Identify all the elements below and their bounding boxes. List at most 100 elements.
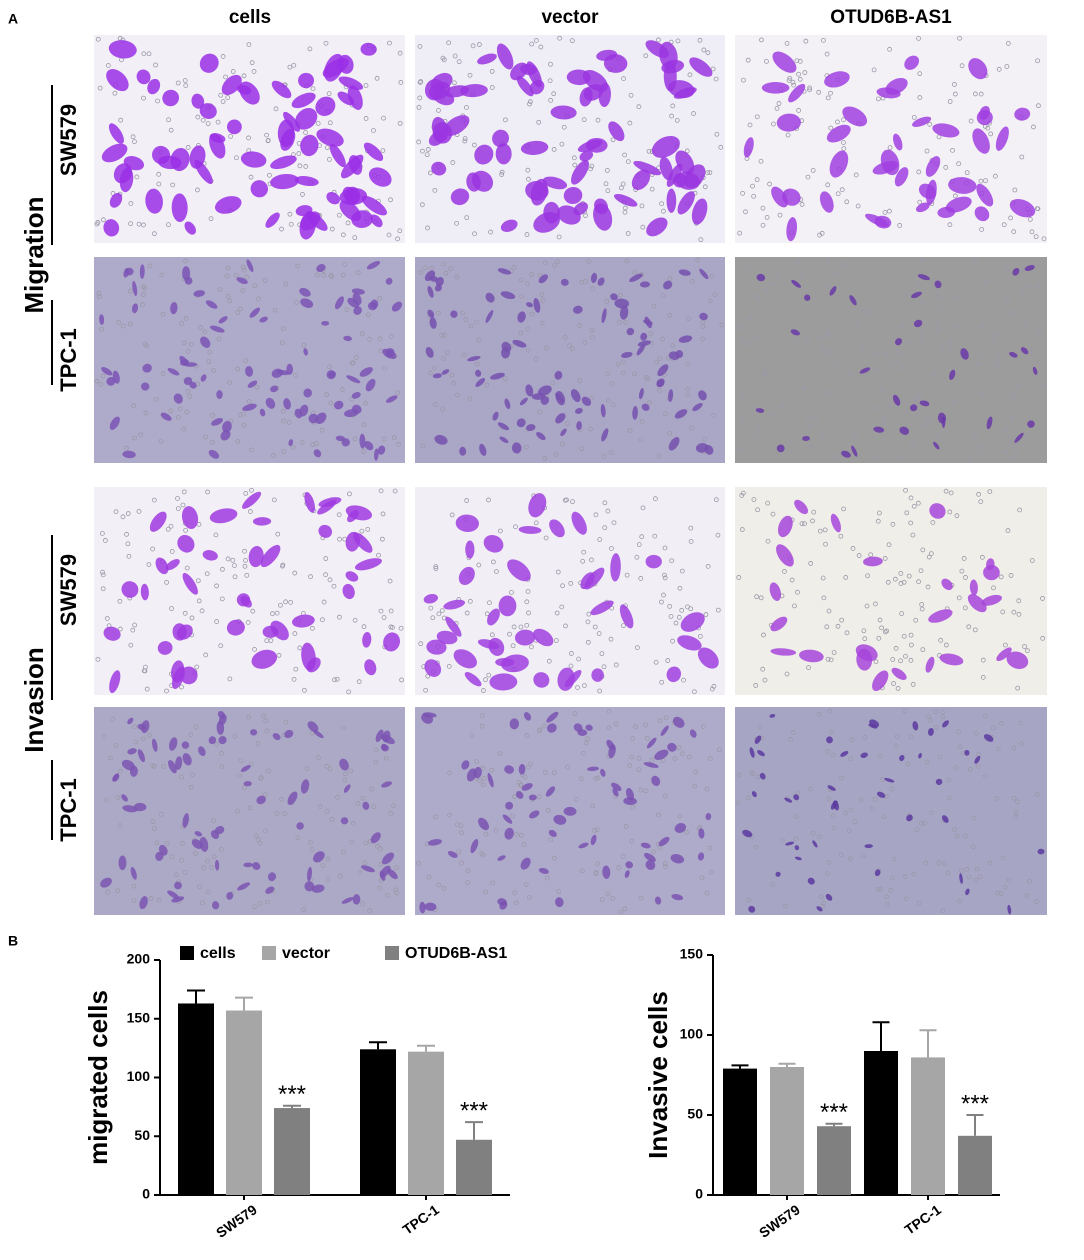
micrograph-dot: [951, 400, 957, 405]
micrograph-dot: [615, 361, 621, 367]
micrograph-dot: [796, 108, 802, 113]
micrograph-cell: [236, 277, 248, 284]
micrograph-dot: [617, 320, 622, 325]
micrograph-dot: [620, 854, 626, 859]
micrograph-dot: [216, 336, 222, 342]
micrograph-cell: [108, 40, 137, 59]
micrograph-cell: [246, 259, 254, 272]
micrograph-dot: [146, 51, 152, 57]
micrograph-dot: [529, 41, 535, 47]
micrograph-dot: [197, 884, 203, 890]
micrograph-dot: [418, 270, 424, 275]
micrograph-dot: [194, 664, 200, 670]
micrograph-dot: [919, 606, 925, 612]
micrograph-dot: [852, 819, 858, 824]
micrograph-dot: [1004, 64, 1010, 69]
micrograph-cell: [364, 441, 374, 451]
micrograph-dot: [910, 532, 916, 538]
micrograph-dot: [182, 869, 188, 875]
micrograph-cell: [585, 724, 593, 731]
micrograph-dot: [250, 608, 256, 614]
micrograph-dot: [1019, 741, 1024, 747]
micrograph-dot: [525, 167, 531, 173]
micrograph-dot: [1017, 507, 1023, 513]
group-label: Migration: [19, 197, 49, 314]
micrograph: [94, 707, 405, 915]
micrograph-dot: [1003, 449, 1008, 455]
micrograph-dot: [249, 487, 254, 493]
micrograph-dot: [164, 579, 170, 585]
micrograph-dot: [440, 356, 446, 361]
micrograph-cell: [911, 291, 922, 299]
micrograph-cell: [516, 75, 534, 97]
micrograph-dot: [125, 541, 131, 547]
micrograph-dot: [325, 877, 331, 883]
micrograph-dot: [160, 311, 166, 317]
micrograph-cell: [784, 797, 793, 803]
micrograph-cell: [501, 342, 512, 353]
micrograph-cell: [165, 559, 180, 571]
micrograph-dot: [913, 617, 919, 623]
micrograph-cell: [455, 514, 479, 532]
micrograph-cell: [678, 335, 693, 343]
micrograph-cell: [1009, 351, 1018, 358]
micrograph-cell: [351, 404, 362, 414]
micrograph-dot: [1012, 187, 1018, 193]
micrograph-dot: [275, 531, 281, 537]
micrograph-cell: [260, 544, 281, 568]
micrograph-dot: [656, 453, 662, 459]
micrograph-dot: [661, 592, 666, 598]
micrograph-dot: [632, 269, 637, 275]
micrograph-dot: [806, 415, 812, 421]
micrograph-dot: [559, 141, 565, 147]
micrograph-dot: [375, 843, 380, 849]
micrograph-dot: [195, 187, 200, 193]
micrograph-dot: [681, 677, 686, 683]
micrograph-cell: [554, 370, 563, 380]
micrograph-dot: [771, 121, 776, 127]
micrograph-dot: [810, 168, 816, 173]
micrograph-dot: [698, 237, 704, 243]
micrograph-dot: [890, 875, 895, 881]
micrograph-dot: [395, 390, 401, 396]
micrograph-cell: [794, 845, 800, 851]
micrograph-dot: [307, 46, 313, 52]
micrograph-cell: [296, 822, 304, 830]
micrograph-cell: [155, 851, 164, 861]
micrograph-dot: [983, 773, 988, 779]
micrograph-dot: [908, 632, 914, 638]
micrograph-dot: [629, 754, 635, 760]
micrograph-cell: [337, 91, 355, 106]
micrograph-dot: [887, 46, 893, 52]
micrograph-dot: [551, 147, 557, 152]
micrograph-dot: [190, 772, 195, 778]
micrograph-cell: [864, 844, 873, 849]
micrograph-cell: [366, 260, 381, 270]
micrograph-dot: [325, 856, 331, 862]
micrograph-cell: [288, 439, 294, 447]
micrograph-cell: [983, 734, 994, 742]
micrograph-dot: [959, 868, 964, 874]
panel-label: B: [8, 933, 18, 949]
micrograph-cell: [370, 299, 379, 309]
micrograph-dot: [714, 131, 720, 137]
micrograph-dot: [355, 270, 361, 276]
micrograph-dot: [449, 372, 455, 378]
micrograph-dot: [933, 724, 939, 730]
micrograph-cell: [543, 201, 560, 224]
micrograph-dot: [599, 651, 605, 657]
micrograph-dot: [323, 556, 329, 561]
micrograph-dot: [649, 757, 654, 763]
micrograph-dot: [793, 336, 799, 342]
micrograph-dot: [395, 442, 401, 447]
micrograph-dot: [621, 370, 626, 376]
micrograph-cell: [205, 300, 218, 309]
micrograph-cell: [540, 396, 550, 405]
micrograph-dot: [335, 794, 340, 800]
micrograph-cell: [964, 749, 970, 756]
micrograph-dot: [95, 220, 101, 225]
micrograph-dot: [274, 811, 280, 816]
micrograph-dot: [968, 118, 974, 124]
micrograph-cell: [464, 671, 482, 687]
micrograph-dot: [425, 673, 431, 679]
